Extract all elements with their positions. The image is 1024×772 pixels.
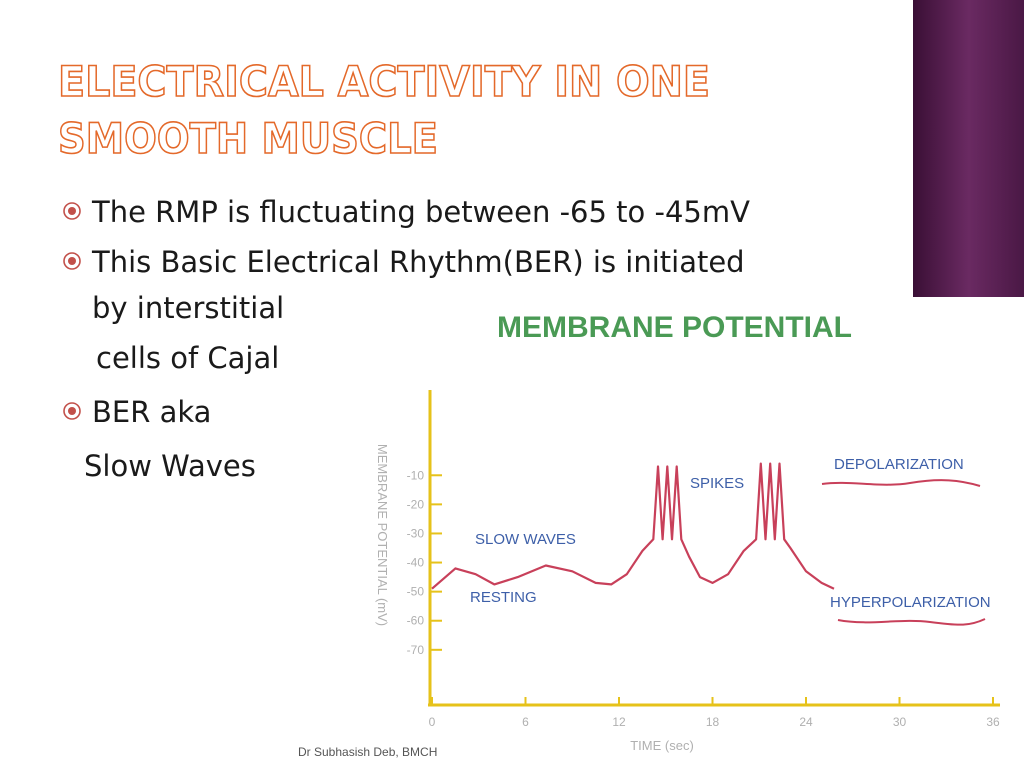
bullet-icon-dot: [68, 207, 76, 415]
bullet-text: cells of Cajal: [96, 341, 279, 375]
y-tick-label: -10: [407, 468, 425, 482]
x-tick-label: 36: [986, 715, 1000, 729]
accent-bar: [913, 0, 1024, 297]
figure-title: MEMBRANE POTENTIAL: [497, 311, 852, 344]
bullet-text: The RMP is fluctuating between -65 to -4…: [91, 195, 750, 229]
x-tick-label: 30: [893, 715, 907, 729]
bullet-text: BER aka: [92, 395, 211, 429]
y-tick-label: -50: [407, 585, 425, 599]
y-tick-label: -70: [407, 643, 425, 657]
y-tick-label: -20: [407, 497, 425, 511]
slide-title: SMOOTH MUSCLE: [58, 114, 438, 163]
x-tick-label: 18: [706, 715, 720, 729]
y-tick-label: -60: [407, 614, 425, 628]
footer: Dr Subhasish Deb, BMCH: [298, 745, 437, 759]
x-axis-label: TIME (sec): [630, 738, 694, 753]
slide-title: ELECTRICAL ACTIVITY IN ONE: [58, 57, 710, 106]
bullet-text: Slow Waves: [84, 449, 256, 483]
depolarization-sample: [821, 479, 981, 487]
annotation: HYPERPOLARIZATION: [830, 594, 991, 611]
x-tick-label: 0: [429, 715, 436, 729]
y-axis-label: MEMBRANE POTENTIAL (mV): [375, 444, 390, 626]
potential-line: [431, 462, 835, 590]
bullet-icon: [63, 202, 81, 420]
bullet-text: by interstitial: [92, 291, 284, 325]
annotation: DEPOLARIZATION: [834, 456, 964, 473]
hyperpolarization-sample: [837, 618, 986, 626]
annotation: SPIKES: [690, 475, 744, 492]
annotation: RESTING: [470, 589, 537, 606]
y-tick-label: -40: [407, 556, 425, 570]
bullet-text: This Basic Electrical Rhythm(BER) is ini…: [91, 245, 745, 279]
x-tick-label: 6: [522, 715, 529, 729]
y-tick-label: -30: [407, 526, 425, 540]
x-tick-label: 12: [612, 715, 626, 729]
annotation: SLOW WAVES: [475, 531, 576, 548]
x-tick-label: 24: [799, 715, 813, 729]
